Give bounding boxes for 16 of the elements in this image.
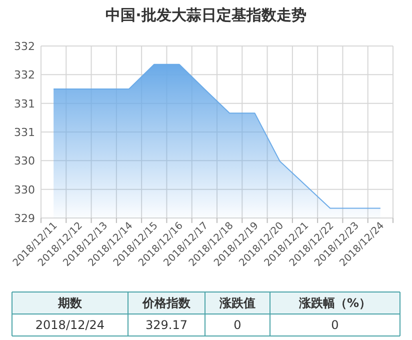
text: 价格指数 <box>142 296 192 310</box>
y-tick-label: 331 <box>14 126 35 139</box>
text: 涨跌值 <box>218 296 256 310</box>
text: 涨跌幅（%） <box>298 296 372 310</box>
text: 0 <box>331 318 339 332</box>
y-tick-label: 332 <box>14 68 35 82</box>
y-tick-label: 331 <box>14 97 35 110</box>
y-tick-label: 330 <box>14 154 35 168</box>
text: 2018/12/24 <box>35 318 105 332</box>
text: 期数 <box>57 296 83 310</box>
text: 329.17 <box>146 318 188 332</box>
y-tick-label: 330 <box>14 183 35 196</box>
chart-title: 中国·批发大蒜日定基指数走势 <box>106 6 306 24</box>
y-tick-label: 329 <box>14 212 35 225</box>
text: 0 <box>234 318 242 332</box>
y-tick-label: 332 <box>14 40 35 53</box>
